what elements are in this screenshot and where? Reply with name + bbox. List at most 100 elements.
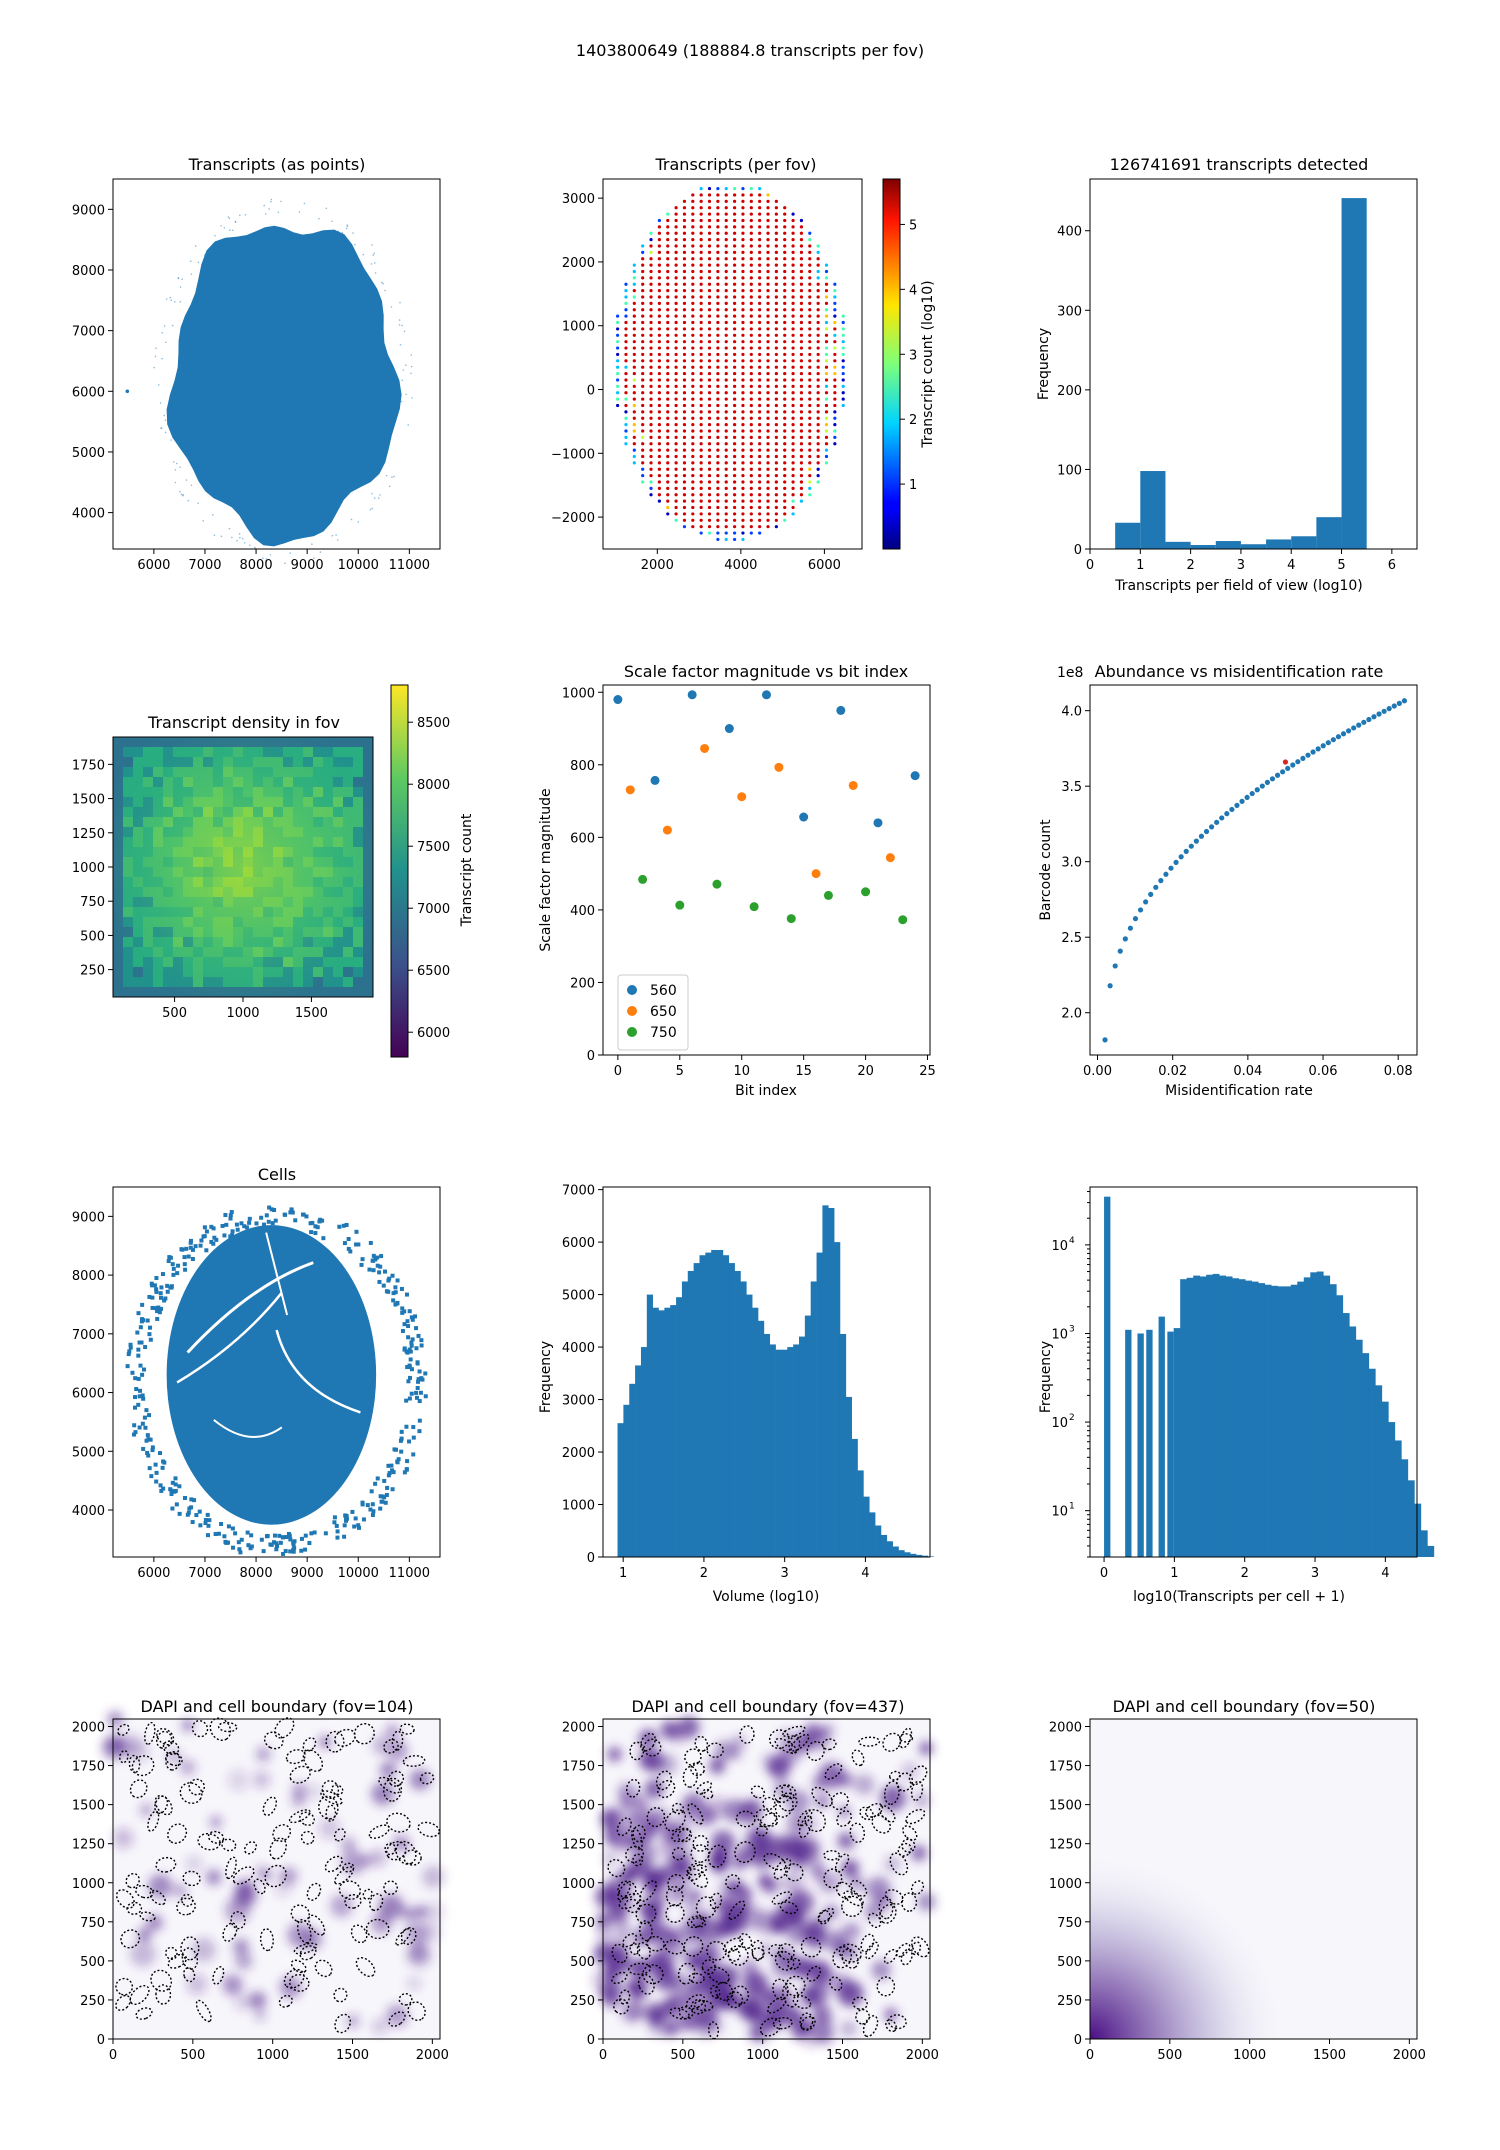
cell-boundary [290, 1904, 310, 1923]
cell-boundary [333, 1987, 348, 2003]
fov-point [666, 340, 670, 344]
cell-boundary [782, 1982, 799, 2008]
fov-point [816, 454, 820, 459]
fov-point [682, 346, 687, 350]
fov-point [707, 474, 712, 478]
cell-point [158, 1291, 163, 1296]
fov-point [691, 435, 695, 439]
fov-point [824, 263, 829, 267]
histogram-bar [746, 1294, 753, 1557]
fov-point [724, 518, 728, 522]
cell-point [177, 1511, 182, 1516]
x-tick-label: 0 [109, 2048, 117, 2063]
cell-point [356, 1525, 361, 1530]
scatter-point-560 [613, 695, 623, 705]
cell-boundary [147, 1810, 160, 1832]
fov-point [749, 212, 753, 216]
fov-point [766, 442, 770, 446]
fov-point [799, 499, 804, 503]
fov-point [791, 308, 795, 312]
cell-boundary [817, 1909, 831, 1925]
fov-point [841, 352, 845, 357]
cell-point [140, 1421, 145, 1426]
fov-point [833, 289, 837, 293]
cell-point [402, 1346, 407, 1351]
histogram-bar [1290, 1284, 1298, 1557]
cell-boundary [686, 1915, 705, 1929]
x-tick-label: 500 [180, 2048, 205, 2063]
cell-point [360, 1257, 365, 1262]
nucleus [809, 1730, 831, 1752]
cell-point [410, 1317, 415, 1322]
plot-area [125, 198, 413, 565]
fov-point [691, 206, 695, 210]
cell-boundary [293, 1942, 318, 1955]
cell-point [141, 1367, 146, 1372]
sparse-point [179, 300, 182, 303]
fov-point [766, 308, 770, 312]
cell-point [399, 1286, 404, 1291]
fov-point [707, 371, 712, 376]
fov-point [691, 231, 695, 235]
fov-point [758, 435, 762, 439]
x-tick-label: 9000 [291, 558, 324, 573]
histogram-bar [640, 1347, 648, 1557]
fov-point [632, 448, 636, 452]
fov-point [824, 365, 829, 369]
cell-point [237, 1547, 242, 1552]
fov-point [699, 467, 703, 471]
fov-point [766, 320, 770, 325]
y-tick-label: 0 [587, 1551, 595, 1566]
fov-point [657, 295, 661, 299]
histogram-bar [781, 1349, 788, 1557]
fov-point [691, 512, 695, 516]
y-tick-label: 2.5 [1061, 931, 1082, 946]
cell-boundary [632, 1824, 646, 1843]
cell-point [139, 1340, 144, 1345]
fov-point [666, 238, 670, 242]
cell-boundary [902, 1825, 918, 1841]
fov-point [783, 429, 787, 433]
fov-point [799, 416, 804, 420]
colorbar-tick-label: 6500 [417, 964, 450, 979]
histogram-bar [705, 1252, 712, 1557]
cell-boundary [217, 1721, 238, 1733]
cell-boundary [646, 1807, 666, 1828]
fov-point [749, 289, 753, 293]
scatter-point [1366, 716, 1372, 723]
fov-point [724, 225, 728, 229]
fov-point [724, 397, 728, 401]
fov-point [741, 537, 745, 542]
cell-point [159, 1295, 164, 1300]
fov-point [758, 257, 762, 261]
fov-point [657, 474, 661, 478]
cell-point [400, 1306, 405, 1311]
colorbar-tick-label: 3 [909, 348, 917, 363]
fov-point [749, 423, 753, 427]
scatter-point [1102, 1037, 1108, 1043]
fov-point [666, 397, 670, 401]
sparse-point [160, 427, 163, 429]
cell-point [379, 1254, 384, 1259]
cell-region [166, 1225, 377, 1525]
cell-boundary [342, 1862, 355, 1873]
nucleus [919, 1741, 934, 1756]
x-tick-label: 6000 [808, 558, 841, 573]
fov-point [791, 512, 795, 516]
fov-point [741, 269, 745, 274]
cell-point [414, 1326, 419, 1331]
fov-point [808, 467, 812, 471]
fov-point [716, 429, 720, 433]
y-tick-label: 750 [80, 895, 105, 910]
fov-point [732, 295, 737, 299]
cell-boundary [181, 1947, 199, 1970]
fov-point [641, 378, 645, 382]
fov-point [691, 505, 695, 510]
fov-point [624, 397, 628, 401]
fov-point [816, 429, 820, 433]
cell-point [134, 1387, 139, 1392]
fov-point [649, 263, 653, 267]
scatter-point-750 [675, 900, 685, 910]
sparse-point [401, 324, 403, 327]
